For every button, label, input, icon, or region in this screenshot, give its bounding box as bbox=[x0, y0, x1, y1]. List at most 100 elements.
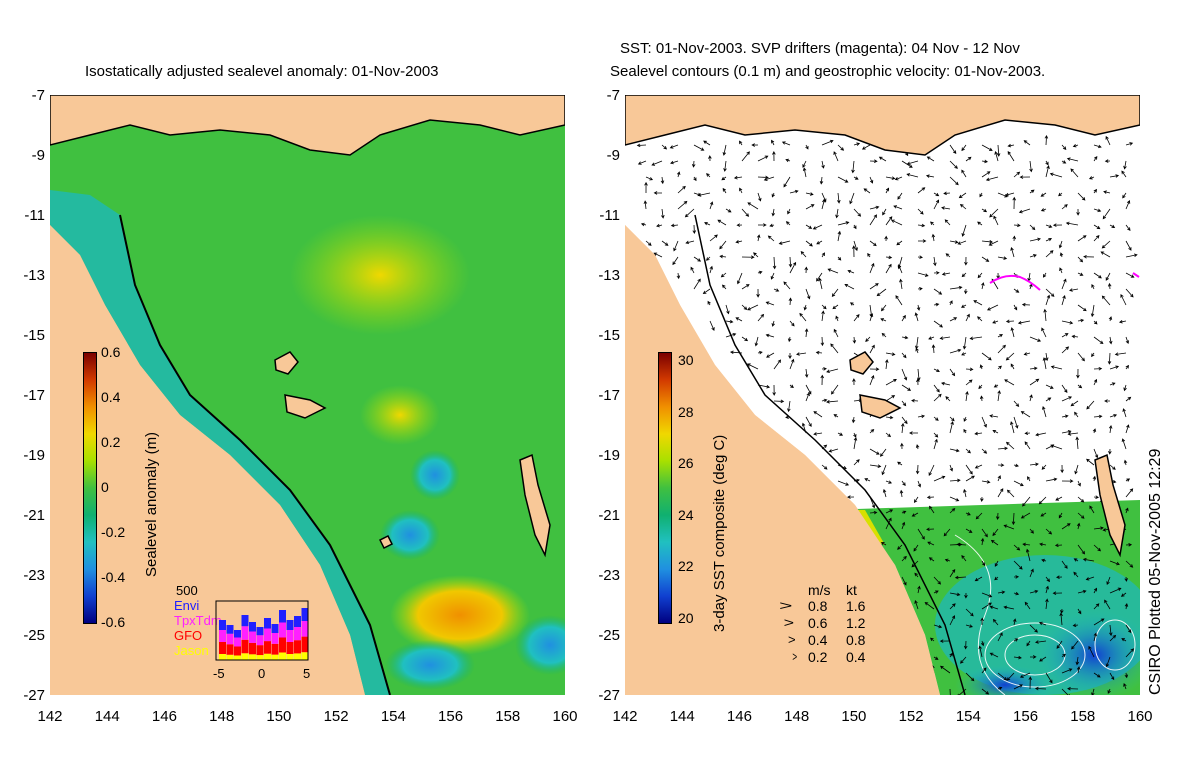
velocity-arrow bbox=[997, 488, 1004, 498]
lat-tick-label: -17 bbox=[598, 387, 620, 404]
velocity-arrow bbox=[949, 348, 962, 354]
velocity-arrow bbox=[1077, 272, 1084, 276]
velocity-arrow bbox=[960, 656, 967, 664]
satellite-bar-segment bbox=[226, 644, 234, 655]
velocity-arrow bbox=[997, 475, 1001, 482]
velocity-arrow bbox=[1102, 208, 1111, 220]
velocity-arrow bbox=[933, 271, 940, 275]
coastal-shelf-band bbox=[50, 190, 390, 695]
colorbar-tick-label: 0 bbox=[101, 479, 109, 495]
velocity-arrow bbox=[963, 488, 967, 498]
velocity-arrow bbox=[1077, 544, 1086, 555]
velocity-arrow bbox=[778, 240, 791, 245]
velocity-arrow bbox=[789, 261, 797, 274]
velocity-arrow bbox=[804, 368, 809, 378]
velocity-arrow bbox=[1070, 400, 1079, 407]
velocity-arrow bbox=[1069, 288, 1079, 292]
velocity-arrow bbox=[852, 336, 857, 344]
velocity-key-kt: 0.4 bbox=[846, 649, 866, 665]
velocity-arrow bbox=[741, 304, 748, 311]
velocity-arrow bbox=[1029, 189, 1035, 194]
lon-tick-label: 156 bbox=[438, 708, 464, 725]
velocity-arrow bbox=[997, 463, 1005, 467]
velocity-arrow bbox=[965, 367, 974, 372]
velocity-arrow bbox=[837, 432, 844, 436]
lat-tick-label: -13 bbox=[23, 267, 45, 284]
velocity-arrow bbox=[1122, 192, 1127, 199]
velocity-key-ms: 0.6 bbox=[808, 615, 828, 631]
velocity-arrow bbox=[835, 315, 839, 322]
velocity-arrow bbox=[869, 205, 880, 210]
velocity-arrow bbox=[1077, 608, 1082, 615]
velocity-arrow bbox=[725, 319, 734, 324]
lon-tick-label: 144 bbox=[94, 708, 120, 725]
velocity-arrow bbox=[989, 208, 999, 218]
velocity-arrow bbox=[837, 192, 841, 204]
australia-landmass bbox=[625, 225, 940, 695]
velocity-arrow bbox=[1022, 496, 1031, 507]
velocity-arrow bbox=[933, 192, 940, 197]
velocity-arrow bbox=[1026, 640, 1031, 647]
velocity-arrow bbox=[962, 336, 967, 350]
velocity-arrow bbox=[979, 364, 984, 370]
velocity-arrow bbox=[1077, 496, 1085, 503]
velocity-arrow bbox=[747, 304, 759, 311]
velocity-arrow bbox=[720, 272, 727, 278]
velocity-arrow bbox=[1007, 143, 1015, 148]
velocity-arrow bbox=[697, 192, 711, 197]
velocity-arrow bbox=[1109, 624, 1113, 637]
velocity-arrow bbox=[1021, 302, 1031, 307]
velocity-arrow bbox=[1082, 557, 1095, 562]
velocity-arrow bbox=[691, 160, 696, 168]
velocity-arrow bbox=[981, 448, 988, 454]
island bbox=[378, 534, 394, 550]
velocity-arrow bbox=[802, 160, 807, 168]
velocity-arrow bbox=[1108, 316, 1113, 322]
velocity-arrow bbox=[963, 428, 967, 434]
velocity-key-ms: 0.4 bbox=[808, 632, 828, 648]
lon-tick-label: 158 bbox=[1070, 708, 1096, 725]
velocity-arrow bbox=[1027, 476, 1031, 482]
velocity-arrow bbox=[1071, 334, 1079, 339]
velocity-key-ms: 0.8 bbox=[808, 598, 828, 614]
velocity-arrow bbox=[965, 448, 971, 454]
velocity-arrow bbox=[733, 175, 743, 180]
velocity-arrow bbox=[965, 672, 975, 682]
velocity-arrow bbox=[785, 158, 791, 163]
velocity-arrow bbox=[826, 400, 839, 404]
velocity-arrow bbox=[1061, 295, 1066, 306]
velocity-arrow bbox=[885, 263, 892, 274]
velocity-arrow bbox=[821, 139, 834, 146]
velocity-arrow bbox=[933, 199, 940, 210]
velocity-arrow bbox=[741, 151, 750, 162]
velocity-arrow bbox=[885, 378, 897, 386]
velocity-arrow bbox=[1120, 592, 1127, 597]
velocity-arrow bbox=[975, 512, 983, 520]
velocity-arrow bbox=[1040, 192, 1047, 197]
velocity-arrow bbox=[926, 495, 935, 500]
velocity-arrow bbox=[949, 144, 957, 155]
velocity-arrow bbox=[1074, 411, 1079, 418]
velocity-arrow bbox=[1029, 462, 1039, 467]
satellite-bar-segment bbox=[264, 618, 271, 629]
velocity-arrow bbox=[885, 187, 890, 194]
velocity-arrow bbox=[981, 688, 990, 695]
velocity-arrow bbox=[833, 151, 839, 162]
velocity-arrow bbox=[1054, 543, 1063, 548]
velocity-arrow bbox=[769, 223, 775, 228]
velocity-arrow bbox=[869, 374, 875, 386]
velocity-arrow bbox=[1013, 544, 1021, 551]
sealevel-anomaly-map bbox=[50, 95, 565, 695]
velocity-arrow bbox=[869, 283, 879, 290]
velocity-arrow bbox=[989, 652, 999, 658]
velocity-arrow bbox=[863, 188, 871, 194]
velocity-arrow bbox=[992, 528, 999, 537]
velocity-arrow bbox=[928, 557, 935, 562]
satellite-bar-segment bbox=[256, 655, 264, 660]
velocity-arrow bbox=[1045, 224, 1053, 228]
velocity-arrow bbox=[1050, 444, 1063, 450]
velocity-arrow bbox=[705, 256, 711, 261]
velocity-arrow bbox=[753, 252, 759, 258]
velocity-arrow bbox=[1029, 568, 1034, 578]
velocity-arrow bbox=[757, 270, 763, 275]
